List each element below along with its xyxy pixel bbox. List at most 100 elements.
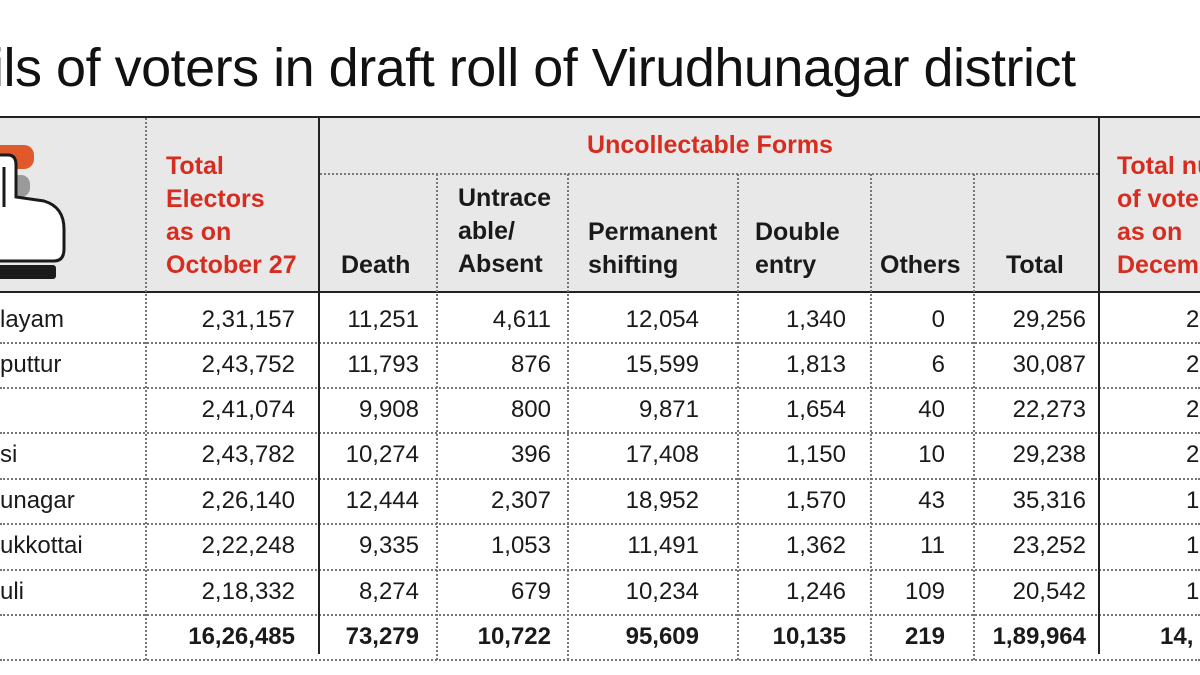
cell-electors: 2,43,782	[201, 441, 295, 468]
header-line: shifting	[588, 251, 679, 279]
column-divider	[567, 174, 569, 660]
cell-double: 1,813	[785, 351, 846, 378]
cell-untraceable: 1,053	[490, 532, 551, 559]
cell-constituency: layam	[0, 306, 65, 333]
column-divider	[145, 118, 147, 660]
cell-others: 10	[918, 441, 945, 468]
cell-total: 35,316	[1012, 487, 1086, 514]
subheader-divider	[320, 173, 1098, 175]
header-line: able/	[458, 217, 515, 245]
header-permanent-shifting: Permanent shifting	[588, 216, 717, 282]
header-line: Electors	[166, 185, 265, 213]
header-line: Permanent	[588, 218, 718, 246]
cell-untraceable: 2,307	[490, 487, 551, 514]
row-divider	[0, 387, 1200, 389]
total-double: 10,135	[772, 623, 846, 650]
header-line: October 27	[166, 251, 297, 279]
cell-total: 29,256	[1012, 306, 1086, 333]
header-line: Absent	[458, 250, 543, 278]
cell-total: 30,087	[1012, 351, 1086, 378]
table-top-border	[0, 116, 1200, 118]
cell-voters: 1	[1186, 532, 1200, 559]
cell-voters: 1	[1186, 578, 1200, 605]
cell-electors: 2,41,074	[201, 396, 295, 423]
header-line: of vote	[1117, 185, 1199, 213]
cell-electors: 2,26,140	[201, 487, 295, 514]
cell-death: 12,444	[345, 487, 419, 514]
cell-constituency: uli	[0, 578, 25, 605]
hand-finger-voting-icon	[0, 137, 70, 287]
cell-double: 1,362	[785, 532, 846, 559]
column-divider	[1098, 118, 1100, 654]
cell-total: 29,238	[1012, 441, 1086, 468]
cell-others: 11	[920, 532, 945, 559]
cell-total: 20,542	[1012, 578, 1086, 605]
total-untraceable: 10,722	[477, 623, 551, 650]
cell-electors: 2,31,157	[201, 306, 295, 333]
cell-death: 11,251	[347, 306, 419, 333]
cell-untraceable: 876	[510, 351, 551, 378]
column-divider	[436, 174, 438, 660]
header-line: Total	[166, 152, 224, 180]
cell-voters: 1	[1186, 487, 1200, 514]
header-double-entry: Double entry	[755, 216, 840, 282]
cell-electors: 2,22,248	[201, 532, 295, 559]
cell-constituency: ukkottai	[0, 532, 83, 559]
header-line: entry	[755, 251, 817, 279]
cell-voters: 2	[1186, 351, 1200, 378]
header-others: Others	[880, 251, 961, 279]
cell-voters: 2	[1186, 441, 1200, 468]
header-line: Double	[755, 218, 840, 246]
header-untraceable: Untrace able/ Absent	[458, 182, 551, 281]
total-grand: 1,89,964	[992, 623, 1086, 650]
table-bottom-border	[0, 659, 1200, 661]
header-bottom-border	[0, 291, 1200, 293]
cell-others: 40	[918, 396, 945, 423]
row-divider	[0, 342, 1200, 344]
cell-untraceable: 4,611	[492, 306, 551, 333]
page-title: tails of voters in draft roll of Virudhu…	[0, 38, 1076, 98]
header-line: Total nu	[1117, 152, 1200, 180]
header-line: as on	[1117, 218, 1183, 246]
column-divider	[737, 174, 739, 660]
cell-voters: 2	[1186, 306, 1200, 333]
total-permanent: 95,609	[625, 623, 699, 650]
header-death: Death	[341, 251, 411, 279]
cell-constituency: puttur	[0, 351, 62, 378]
cell-double: 1,570	[785, 487, 846, 514]
cell-permanent: 11,491	[627, 532, 699, 559]
cell-death: 9,335	[358, 532, 419, 559]
cell-untraceable: 679	[510, 578, 551, 605]
cell-voters: 2	[1186, 396, 1200, 423]
total-death: 73,279	[345, 623, 419, 650]
cell-double: 1,246	[785, 578, 846, 605]
cell-others: 43	[918, 487, 945, 514]
cell-untraceable: 800	[510, 396, 551, 423]
row-divider	[0, 432, 1200, 434]
row-divider	[0, 478, 1200, 480]
row-divider	[0, 523, 1200, 525]
cell-total: 23,252	[1012, 532, 1086, 559]
table-header-background	[0, 117, 1200, 292]
header-line: as on	[166, 218, 232, 246]
cell-others: 6	[931, 351, 945, 378]
column-divider	[870, 174, 872, 660]
cell-constituency: unagar	[0, 487, 75, 514]
row-divider	[0, 569, 1200, 571]
header-total-electors: Total Electors as on October 27	[166, 150, 297, 282]
cell-death: 10,274	[345, 441, 419, 468]
cell-total: 22,273	[1012, 396, 1086, 423]
cell-permanent: 18,952	[625, 487, 699, 514]
total-others: 219	[904, 623, 945, 650]
column-divider	[318, 118, 320, 654]
cell-electors: 2,43,752	[201, 351, 295, 378]
column-divider	[973, 174, 975, 660]
header-line: Decem	[1117, 251, 1199, 279]
cell-double: 1,150	[785, 441, 846, 468]
cell-permanent: 17,408	[625, 441, 699, 468]
cell-constituency: si	[0, 441, 18, 468]
header-total-voters: Total nu of vote as on Decem	[1117, 150, 1200, 282]
cell-electors: 2,18,332	[201, 578, 295, 605]
cell-permanent: 9,871	[638, 396, 699, 423]
cell-untraceable: 396	[510, 441, 551, 468]
